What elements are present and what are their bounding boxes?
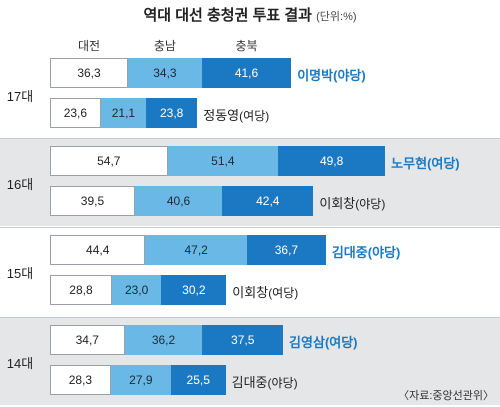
bar-value-label: 21,1 xyxy=(111,106,136,120)
bar-segment-daejeon: 54,7 xyxy=(50,146,168,176)
bar-value-label: 39,5 xyxy=(80,194,105,208)
candidate-name: 김대중 xyxy=(231,375,268,390)
bar-segment-chungbuk: 23,8 xyxy=(146,98,198,128)
election-label: 14대 xyxy=(6,356,34,371)
bar-value-label: 36,3 xyxy=(77,66,101,80)
chart-title-text: 역대 대선 충청권 투표 결과 xyxy=(143,7,312,24)
candidate-party: (여당) xyxy=(268,286,299,300)
band-divider xyxy=(0,138,500,139)
bar-segment-daejeon: 36,3 xyxy=(50,58,129,88)
bar-value-label: 27,9 xyxy=(129,373,153,387)
candidate-party: (야당) xyxy=(267,376,298,390)
bar-segment-daejeon: 44,4 xyxy=(50,235,146,265)
bar-segment-chungnam: 34,3 xyxy=(128,58,202,88)
bar-value-label: 28,8 xyxy=(69,283,93,297)
bar-value-label: 36,7 xyxy=(274,243,299,257)
bar-value-label: 28,3 xyxy=(68,373,93,387)
bar-segment-chungbuk: 41,6 xyxy=(201,58,292,88)
chart-source: 〈자료:중앙선관위〉 xyxy=(398,390,494,402)
bar-value-label: 25,5 xyxy=(186,373,210,387)
bar-segment-chungbuk: 42,4 xyxy=(222,186,314,216)
bar-value-label: 23,8 xyxy=(159,106,184,120)
bar-segment-chungbuk: 37,5 xyxy=(202,325,284,355)
bar-segment-chungbuk: 36,7 xyxy=(246,235,326,265)
candidate-party: (야당) xyxy=(367,245,401,260)
legend-chungbuk: 충북 xyxy=(235,39,258,53)
bar-segment-daejeon: 28,8 xyxy=(50,275,112,305)
bar-value-label: 23,0 xyxy=(124,283,149,297)
candidate-label: 이명박(야당) xyxy=(297,65,365,84)
bar-value-label: 30,2 xyxy=(182,283,206,297)
bar-value-label: 41,6 xyxy=(234,66,259,80)
bar-value-label: 51,4 xyxy=(211,154,235,168)
bar-segment-chungnam: 40,6 xyxy=(134,186,223,216)
candidate-party: (여당) xyxy=(239,109,270,123)
candidate-party: (야당) xyxy=(333,68,366,83)
bar-value-label: 49,8 xyxy=(319,154,344,168)
bar-value-label: 47,2 xyxy=(184,243,208,257)
bar-segment-chungbuk: 49,8 xyxy=(278,146,386,176)
bar-value-label: 42,4 xyxy=(256,194,280,208)
bar-value-label: 40,6 xyxy=(166,194,191,208)
election-label: 16대 xyxy=(6,177,34,192)
bar-value-label: 23,6 xyxy=(63,106,88,120)
candidate-name: 노무현 xyxy=(391,156,428,171)
candidate-label: 김대중(야당) xyxy=(232,372,298,391)
bar-value-label: 37,5 xyxy=(231,333,255,347)
band-divider xyxy=(0,317,500,318)
bar-segment-chungnam: 36,2 xyxy=(124,325,203,355)
bar-segment-daejeon: 34,7 xyxy=(50,325,125,355)
chart-unit: (단위:%) xyxy=(316,11,357,23)
candidate-name: 김영삼 xyxy=(289,335,325,350)
candidate-name: 이명박 xyxy=(297,68,334,83)
candidate-name: 김대중 xyxy=(331,245,368,260)
candidate-name: 이회창 xyxy=(319,196,356,211)
bar-value-label: 44,4 xyxy=(86,243,110,257)
legend-chungnam: 충남 xyxy=(153,39,176,53)
candidate-party: (여당) xyxy=(427,156,460,171)
candidate-party: (야당) xyxy=(355,197,386,211)
candidate-label: 김영삼(여당) xyxy=(289,332,357,351)
band-divider xyxy=(0,227,500,228)
chart-title: 역대 대선 충청권 투표 결과 (단위:%) xyxy=(0,4,500,25)
election-label: 15대 xyxy=(6,266,34,281)
legend-daejeon: 대전 xyxy=(77,39,101,53)
candidate-name: 정동영 xyxy=(203,108,240,123)
candidate-label: 노무현(여당) xyxy=(391,153,459,172)
bar-segment-chungbuk: 25,5 xyxy=(170,365,226,395)
election-label: 17대 xyxy=(6,89,34,104)
candidate-label: 이회창(여당) xyxy=(232,282,298,301)
bar-segment-daejeon: 39,5 xyxy=(50,186,135,216)
bar-segment-chungnam: 21,1 xyxy=(100,98,147,128)
bar-segment-chungnam: 51,4 xyxy=(167,146,279,176)
bar-value-label: 34,7 xyxy=(75,333,99,347)
bar-segment-daejeon: 23,6 xyxy=(50,98,101,128)
bar-segment-chungnam: 23,0 xyxy=(111,275,162,305)
bar-value-label: 36,2 xyxy=(151,333,176,347)
bar-segment-daejeon: 28,3 xyxy=(50,365,111,395)
bar-segment-chungnam: 47,2 xyxy=(145,235,247,265)
candidate-label: 김대중(야당) xyxy=(332,242,400,261)
bar-segment-chungbuk: 30,2 xyxy=(161,275,227,305)
bar-segment-chungnam: 27,9 xyxy=(110,365,171,395)
bar-value-label: 34,3 xyxy=(153,66,177,80)
candidate-name: 이회창 xyxy=(232,285,269,300)
candidate-label: 이회창(야당) xyxy=(319,193,385,212)
candidate-party: (여당) xyxy=(324,335,358,350)
bar-value-label: 54,7 xyxy=(97,154,121,168)
candidate-label: 정동영(여당) xyxy=(203,105,269,124)
